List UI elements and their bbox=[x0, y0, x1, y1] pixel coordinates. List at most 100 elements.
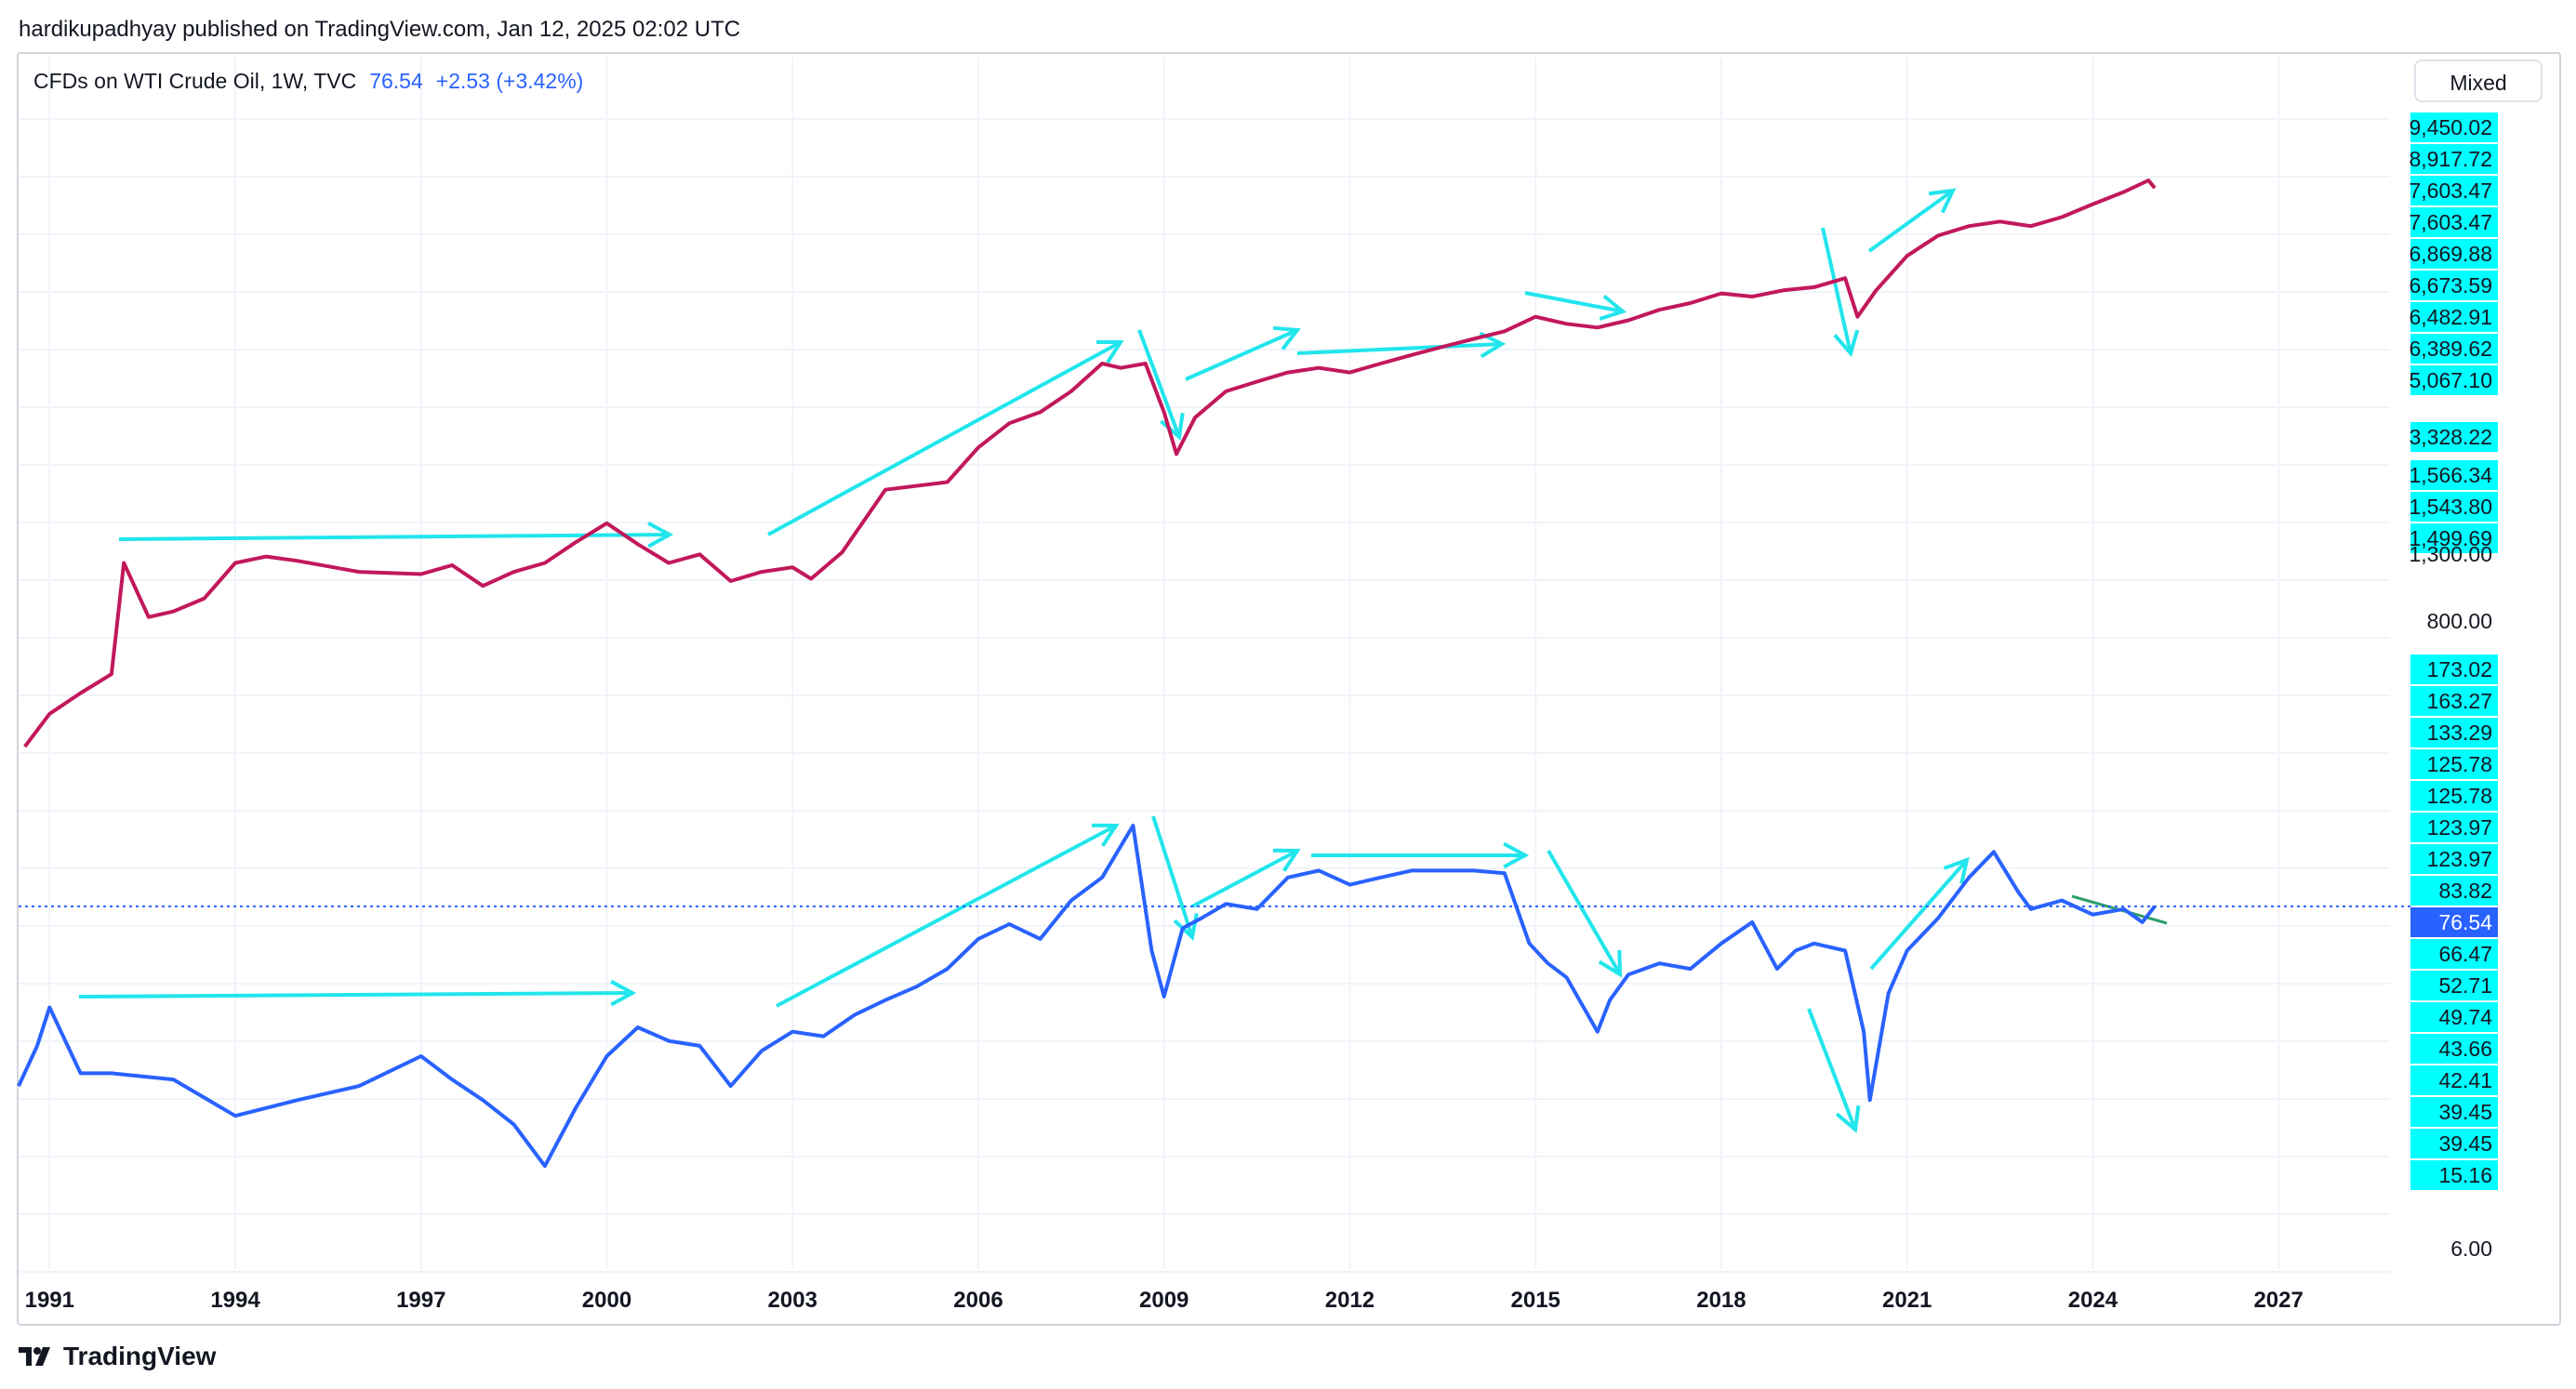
price-badge bbox=[2410, 271, 2498, 300]
last-price-label: 76.54 bbox=[2438, 910, 2492, 934]
price-badge bbox=[2410, 1065, 2498, 1095]
price-badge-label: 7,603.47 bbox=[2409, 179, 2492, 203]
trend-arrow bbox=[1296, 342, 1503, 355]
price-badge bbox=[2410, 813, 2498, 842]
trend-arrow bbox=[1807, 1008, 1857, 1131]
trend-arrow bbox=[1185, 328, 1298, 381]
scale-mode-button[interactable]: Mixed bbox=[2414, 60, 2543, 102]
price-badge bbox=[2410, 334, 2498, 364]
price-badge-label: 9,450.02 bbox=[2409, 115, 2492, 139]
price-badge-label: 6,482.91 bbox=[2409, 305, 2492, 329]
price-badge-label: 3,328.22 bbox=[2409, 425, 2492, 449]
price-badge bbox=[2410, 492, 2498, 522]
price-badge bbox=[2410, 844, 2498, 874]
price-badge-label: 49.74 bbox=[2438, 1005, 2492, 1029]
price-badge-label: 66.47 bbox=[2438, 942, 2492, 966]
price-badge bbox=[2410, 655, 2498, 684]
trend-arrow bbox=[776, 824, 1117, 1008]
x-tick-label: 1991 bbox=[25, 1288, 74, 1313]
price-badge bbox=[2410, 971, 2498, 1000]
price-badge bbox=[2410, 749, 2498, 779]
price-badge-label: 6,869.88 bbox=[2409, 242, 2492, 266]
trend-arrow bbox=[78, 991, 633, 999]
arrow-head bbox=[610, 979, 637, 1007]
oil-line bbox=[17, 824, 2157, 1169]
x-tick-label: 2006 bbox=[953, 1288, 1003, 1313]
price-badge-label: 6,673.59 bbox=[2409, 273, 2492, 298]
arrow-head bbox=[1943, 856, 1970, 884]
price-badge-label: 6,389.62 bbox=[2409, 337, 2492, 361]
tradingview-icon bbox=[19, 1347, 50, 1366]
arrow-head bbox=[1272, 325, 1301, 351]
y-tick-label: 6.00 bbox=[2450, 1237, 2492, 1261]
tradingview-logo[interactable]: TradingView bbox=[19, 1342, 216, 1371]
price-badge-label: 39.45 bbox=[2438, 1100, 2492, 1124]
price-badge-label: 5,067.10 bbox=[2409, 368, 2492, 392]
last-price-badge bbox=[2410, 907, 2498, 937]
y-tick-label: 800.00 bbox=[2427, 609, 2492, 633]
price-badge-label: 1,543.80 bbox=[2409, 495, 2492, 519]
price-badge-label: 1,566.34 bbox=[2409, 463, 2492, 487]
last-value: 76.54 bbox=[369, 69, 423, 93]
arrow-head bbox=[1095, 339, 1124, 364]
price-badge-label: 1,499.69 bbox=[2409, 526, 2492, 550]
price-badge-label: 7,603.47 bbox=[2409, 210, 2492, 234]
price-badge bbox=[2410, 1002, 2498, 1032]
chart-grid bbox=[19, 58, 2390, 1273]
x-tick-label: 2018 bbox=[1696, 1288, 1746, 1313]
price-badge-label: 52.71 bbox=[2438, 973, 2492, 998]
trend-arrow bbox=[1821, 227, 1852, 354]
chart-frame bbox=[17, 52, 2561, 1326]
trend-arrow bbox=[1191, 849, 1298, 908]
price-badge bbox=[2410, 781, 2498, 811]
price-badge bbox=[2410, 207, 2498, 237]
x-tick-label: 2024 bbox=[2068, 1288, 2118, 1313]
publish-info: hardikupadhyay published on TradingView.… bbox=[19, 17, 741, 42]
price-badge-label: 8,917.72 bbox=[2409, 147, 2492, 171]
trend-arrow bbox=[1547, 849, 1622, 976]
price-badge-label: 43.66 bbox=[2438, 1037, 2492, 1061]
arrow-head bbox=[1272, 848, 1301, 872]
price-badge bbox=[2410, 523, 2498, 553]
y-tick-label: 1,300.00 bbox=[2409, 542, 2492, 566]
price-badge bbox=[2410, 939, 2498, 969]
price-scale: 9,450.02 8,917.72 7,603.47 7,603.47 6,869.88… bbox=[2409, 112, 2498, 1261]
price-badge bbox=[2410, 176, 2498, 205]
arrow-head bbox=[1833, 329, 1860, 358]
price-badge bbox=[2410, 1129, 2498, 1158]
index-line bbox=[23, 179, 2157, 748]
price-badge bbox=[2410, 718, 2498, 747]
price-badge bbox=[2410, 460, 2498, 490]
price-badge-label: 163.27 bbox=[2427, 689, 2492, 713]
price-badge bbox=[2410, 876, 2498, 906]
x-tick-label: 2027 bbox=[2253, 1288, 2303, 1313]
arrow-head bbox=[1091, 823, 1120, 847]
chart-legend: CFDs on WTI Crude Oil, 1W, TVC 76.54 +2.… bbox=[33, 69, 583, 94]
arrow-head bbox=[1835, 1105, 1861, 1133]
price-badge bbox=[2410, 422, 2498, 452]
price-badge bbox=[2410, 144, 2498, 174]
x-tick-label: 2009 bbox=[1139, 1288, 1188, 1313]
price-badge bbox=[2410, 365, 2498, 395]
x-tick-label: 2015 bbox=[1511, 1288, 1560, 1313]
price-badge-label: 125.78 bbox=[2427, 784, 2492, 808]
price-badge bbox=[2410, 302, 2498, 332]
price-badge bbox=[2410, 1160, 2498, 1190]
price-badge-label: 15.16 bbox=[2438, 1163, 2492, 1187]
trend-arrow bbox=[1151, 815, 1194, 938]
trend-arrow bbox=[1524, 291, 1624, 313]
trend-arrow bbox=[118, 533, 671, 541]
x-tick-label: 2000 bbox=[582, 1288, 631, 1313]
price-badge-label: 42.41 bbox=[2438, 1068, 2492, 1092]
trend-arrow bbox=[1867, 189, 1955, 253]
price-badge-label: 133.29 bbox=[2427, 721, 2492, 745]
price-badge-label: 39.45 bbox=[2438, 1131, 2492, 1156]
arrow-head bbox=[1599, 294, 1627, 321]
x-tick-label: 1997 bbox=[396, 1288, 445, 1313]
x-tick-label: 2021 bbox=[1882, 1288, 1932, 1313]
price-badge-label: 83.82 bbox=[2438, 879, 2492, 903]
symbol-description[interactable]: CFDs on WTI Crude Oil, 1W, TVC bbox=[33, 69, 357, 93]
price-badge-label: 173.02 bbox=[2427, 657, 2492, 681]
price-change: +2.53 (+3.42%) bbox=[435, 69, 584, 93]
